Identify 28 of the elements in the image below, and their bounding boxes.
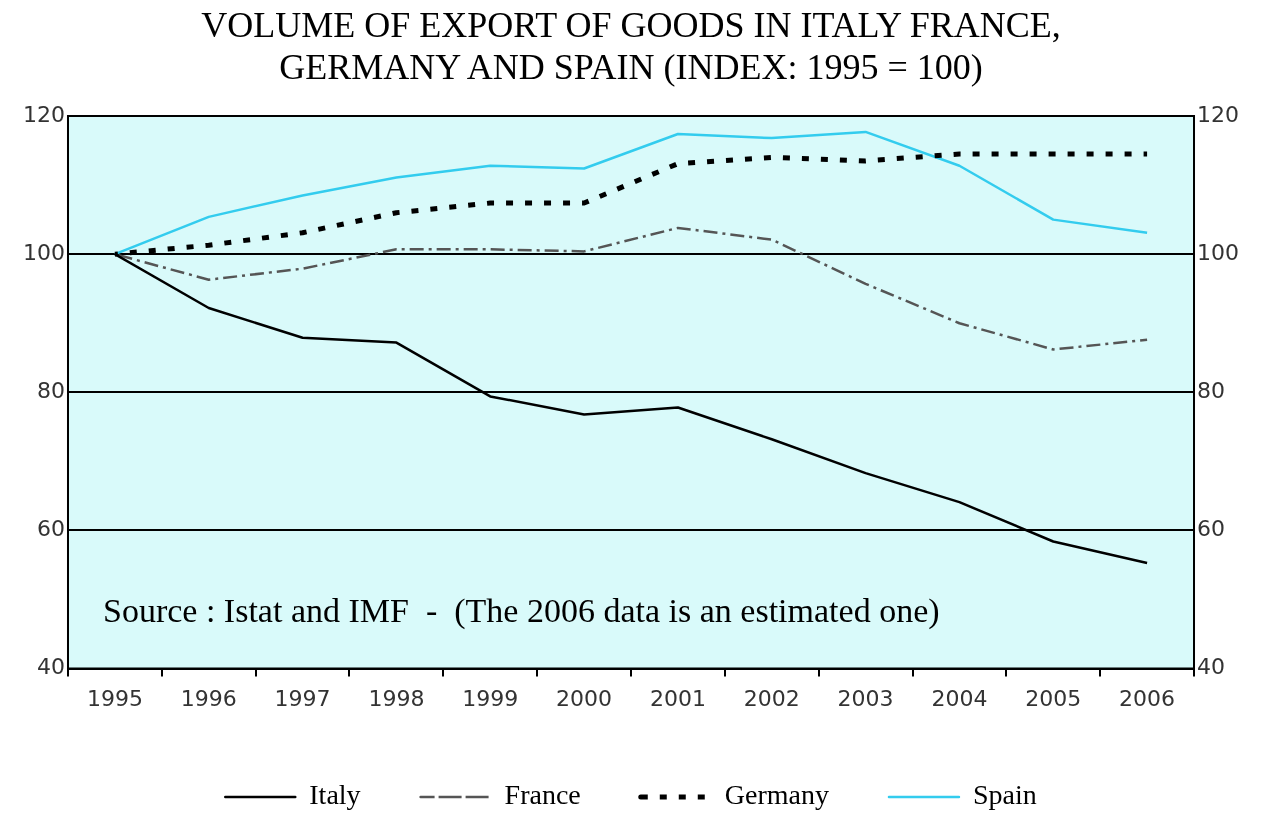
annotation: Source : Istat and IMF - (The 2006 data is an estimated one) — [102, 592, 940, 631]
y2-tick-label: 60 — [1197, 516, 1226, 542]
y-tick-label: 120 — [22, 101, 65, 127]
x-tick-label: 1995 — [86, 685, 143, 711]
chart-title: VOLUME OF EXPORT OF GOODS IN ITALY FRANCE, GERMANY AND SPAIN (INDEX: 1995 = 100) — [200, 4, 1062, 89]
y2-tick-label: 80 — [1197, 378, 1226, 404]
x-tick-label: 1997 — [274, 685, 331, 711]
x-tick-label: 2006 — [1119, 685, 1176, 711]
x-tick-label: 1998 — [368, 685, 425, 711]
x-tick-label: 2002 — [743, 685, 800, 711]
x-tick-label: 2003 — [837, 685, 894, 711]
y-tick-label: 60 — [36, 516, 65, 542]
legend-label: France — [504, 779, 581, 811]
y2-tick-label: 120 — [1197, 101, 1240, 127]
y-tick-label: 40 — [36, 654, 65, 680]
x-tick-label: 2001 — [649, 685, 706, 711]
y-tick-label: 80 — [36, 378, 65, 404]
x-tick-label: 2000 — [556, 685, 613, 711]
legend-label: Germany — [724, 779, 829, 811]
x-tick-label: 1999 — [462, 685, 519, 711]
y2-tick-label: 40 — [1197, 654, 1226, 680]
y2-tick-label: 100 — [1197, 239, 1240, 265]
x-tick-label: 2005 — [1025, 685, 1082, 711]
x-tick-label: 1996 — [180, 685, 237, 711]
x-tick-label: 2004 — [931, 685, 988, 711]
legend-label: Spain — [972, 779, 1037, 811]
legend-label: Italy — [309, 779, 361, 811]
y-tick-label: 100 — [22, 239, 65, 265]
